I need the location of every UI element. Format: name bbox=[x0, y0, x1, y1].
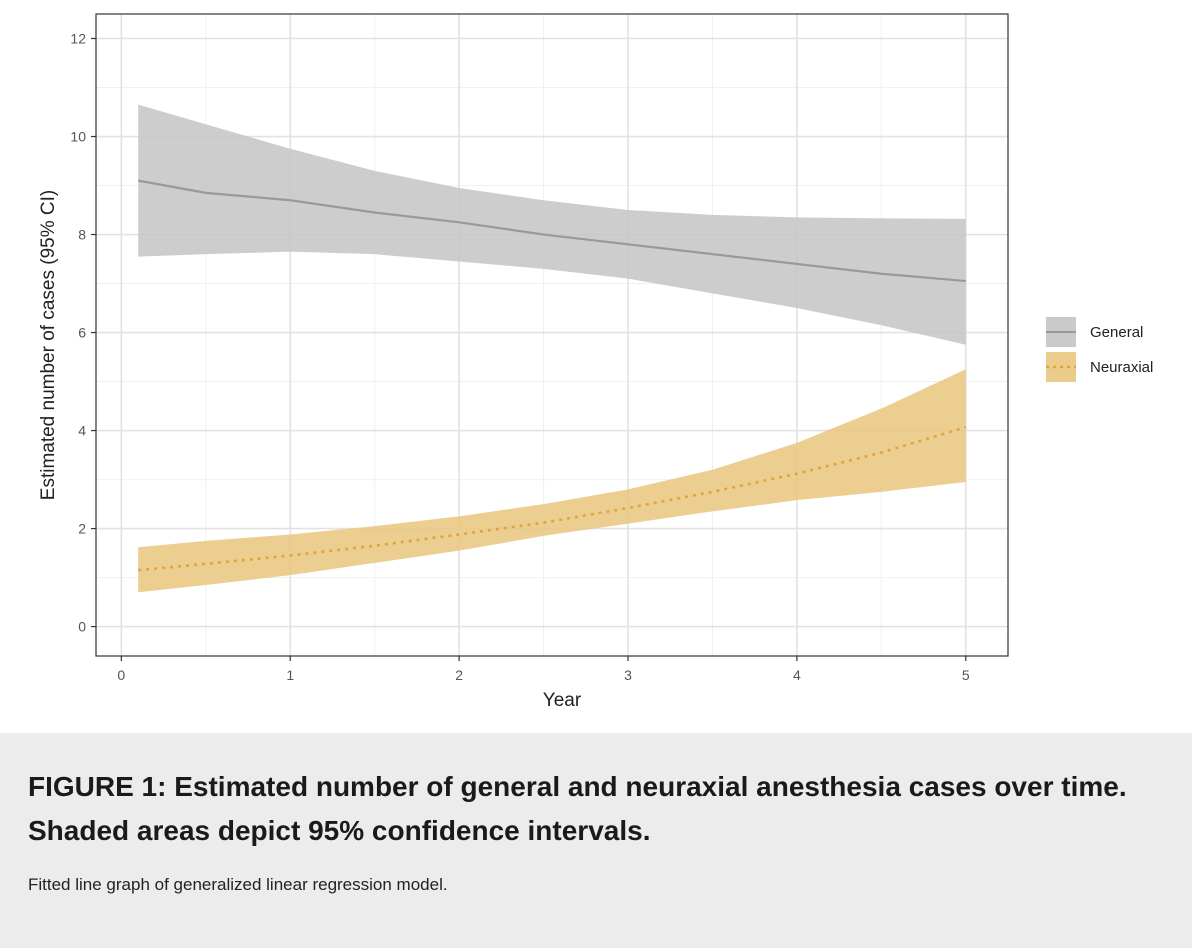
x-tick-label: 1 bbox=[286, 667, 294, 683]
plot-border bbox=[95, 13, 1009, 657]
caption-title: FIGURE 1: Estimated number of general an… bbox=[28, 771, 1127, 846]
general-confidence-band bbox=[138, 104, 966, 345]
y-tick-label: 4 bbox=[78, 423, 86, 439]
x-tick-label: 4 bbox=[793, 667, 801, 683]
general-legend-label: General bbox=[1090, 324, 1143, 341]
y-axis-title: Estimated number of cases (95% CI) bbox=[38, 190, 59, 500]
y-tick-label: 6 bbox=[78, 325, 86, 341]
figure-caption: FIGURE 1: Estimated number of general an… bbox=[0, 733, 1192, 948]
x-axis-title: Year bbox=[543, 690, 582, 711]
x-tick-label: 5 bbox=[962, 667, 970, 683]
y-tick-label: 12 bbox=[70, 31, 86, 47]
neuraxial-fitted-line bbox=[138, 425, 967, 572]
y-tick-label: 10 bbox=[70, 129, 86, 145]
x-tick-label: 2 bbox=[455, 667, 463, 683]
chart-area: 0 1 2 3 4 5 0 2 4 6 8 10 12 Year Estimated number of c… bbox=[38, 13, 1153, 711]
x-tick-label: 3 bbox=[624, 667, 632, 683]
neuraxial-confidence-band bbox=[138, 369, 966, 593]
general-fitted-line bbox=[138, 179, 966, 283]
neuraxial-legend-label: Neuraxial bbox=[1090, 359, 1153, 376]
y-tick-label: 8 bbox=[78, 227, 86, 243]
caption-text: Fitted line graph of generalized linear … bbox=[28, 875, 448, 894]
y-tick-label: 2 bbox=[78, 521, 86, 537]
y-tick-label: 0 bbox=[78, 619, 86, 635]
x-tick-label: 0 bbox=[117, 667, 125, 683]
